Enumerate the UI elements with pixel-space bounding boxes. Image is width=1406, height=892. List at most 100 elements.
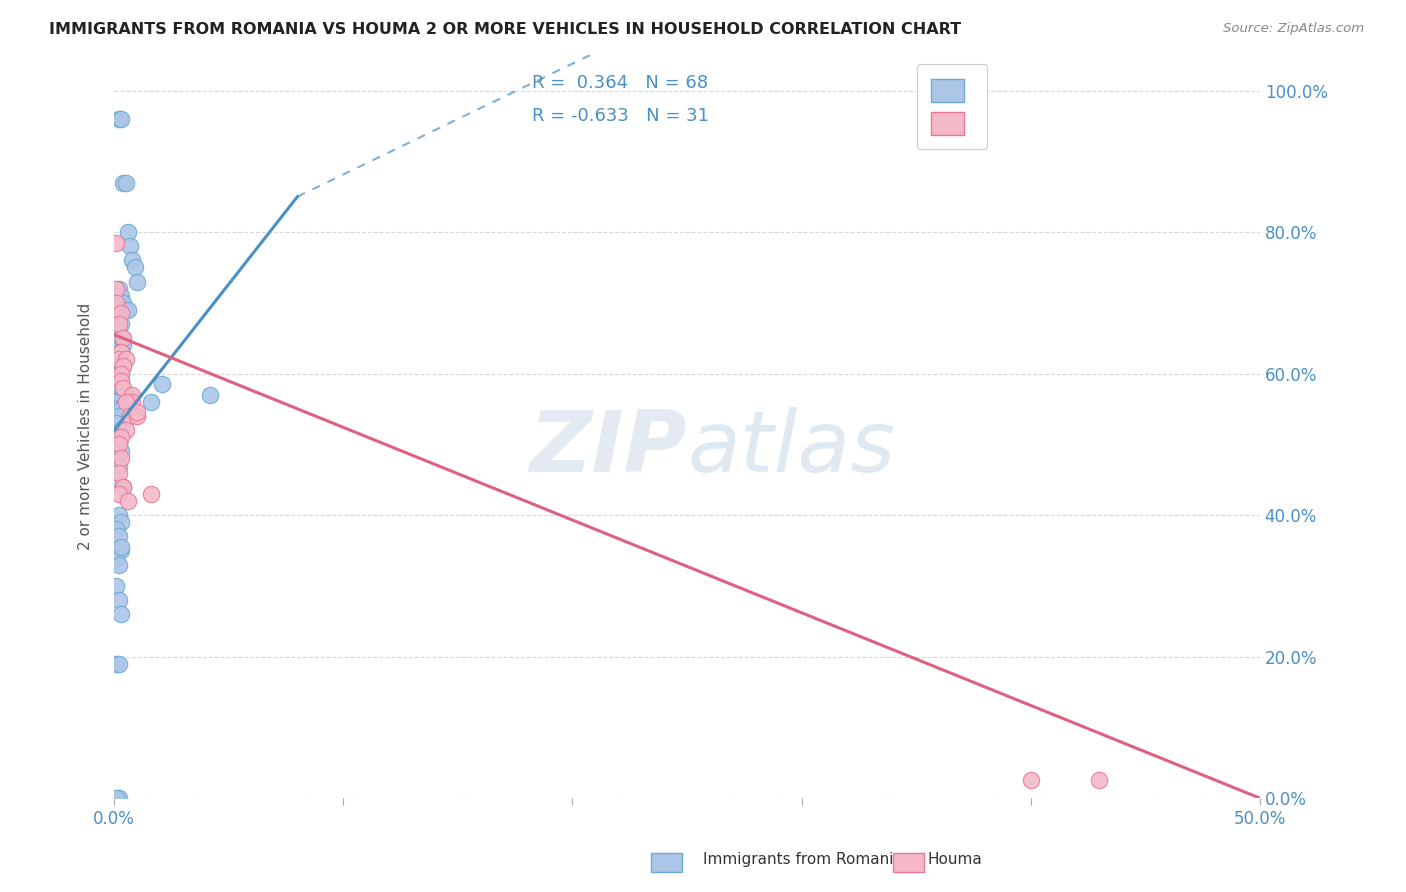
Point — [110, 331, 132, 345]
Point — [105, 522, 128, 536]
Point — [107, 317, 129, 331]
Point — [121, 253, 143, 268]
Point — [110, 374, 132, 388]
Point — [107, 345, 129, 359]
Point — [105, 401, 128, 416]
Text: R = -0.633   N = 31: R = -0.633 N = 31 — [533, 107, 709, 125]
Point — [110, 345, 132, 359]
Point — [125, 275, 148, 289]
Point — [114, 352, 136, 367]
Point — [105, 324, 128, 338]
Point — [107, 791, 129, 805]
Point — [105, 282, 128, 296]
Point — [120, 409, 142, 423]
Point — [112, 359, 135, 374]
Point — [107, 381, 129, 395]
Point — [107, 282, 129, 296]
Point — [110, 367, 132, 381]
Point — [110, 543, 132, 558]
Point — [112, 331, 135, 345]
Point — [114, 395, 136, 409]
Point — [110, 607, 132, 622]
Point — [105, 395, 128, 409]
Point — [112, 176, 135, 190]
Point — [114, 423, 136, 437]
Text: R =  0.364   N = 68: R = 0.364 N = 68 — [533, 74, 709, 93]
Point — [112, 388, 135, 402]
Point — [107, 458, 129, 473]
Point — [112, 409, 135, 423]
Point — [110, 367, 132, 381]
Legend: , : , — [917, 64, 987, 149]
Point — [107, 437, 129, 451]
Point — [107, 508, 129, 522]
Point — [110, 112, 132, 126]
Point — [110, 444, 132, 458]
Point — [105, 473, 128, 487]
Text: Source: ZipAtlas.com: Source: ZipAtlas.com — [1223, 22, 1364, 36]
Point — [107, 466, 129, 480]
Point — [107, 367, 129, 381]
Text: atlas: atlas — [688, 408, 896, 491]
Y-axis label: 2 or more Vehicles in Household: 2 or more Vehicles in Household — [79, 303, 93, 550]
Point — [107, 558, 129, 572]
Point — [105, 657, 128, 671]
Point — [105, 235, 128, 250]
Point — [121, 388, 143, 402]
Point — [125, 405, 148, 419]
Point — [107, 352, 129, 367]
Point — [105, 791, 128, 805]
Point — [107, 593, 129, 607]
Point — [107, 401, 129, 416]
Point — [105, 451, 128, 466]
Point — [112, 359, 135, 374]
Point — [110, 374, 132, 388]
Point — [139, 487, 162, 501]
Point — [112, 295, 135, 310]
Point — [110, 430, 132, 444]
Text: Houma: Houma — [928, 852, 983, 867]
Point — [110, 306, 132, 320]
Text: Immigrants from Romania: Immigrants from Romania — [703, 852, 903, 867]
Point — [107, 409, 129, 423]
Point — [105, 579, 128, 593]
Point — [120, 409, 142, 423]
Point — [110, 345, 132, 359]
Point — [105, 367, 128, 381]
Text: IMMIGRANTS FROM ROMANIA VS HOUMA 2 OR MORE VEHICLES IN HOUSEHOLD CORRELATION CHA: IMMIGRANTS FROM ROMANIA VS HOUMA 2 OR MO… — [49, 22, 962, 37]
Point — [110, 423, 132, 437]
Point — [1088, 773, 1111, 788]
Point — [112, 480, 135, 494]
Point — [117, 225, 139, 239]
Point — [110, 515, 132, 529]
Point — [110, 388, 132, 402]
Point — [125, 409, 148, 423]
Point — [105, 381, 128, 395]
Point — [117, 494, 139, 508]
Point — [110, 451, 132, 466]
Point — [1019, 773, 1042, 788]
Point — [114, 302, 136, 317]
Point — [105, 295, 128, 310]
Point — [107, 430, 129, 444]
Point — [105, 437, 128, 451]
Point — [107, 359, 129, 374]
Point — [150, 377, 173, 392]
Point — [105, 416, 128, 430]
Point — [139, 395, 162, 409]
Point — [107, 310, 129, 324]
Point — [124, 260, 146, 275]
Point — [114, 388, 136, 402]
Point — [107, 487, 129, 501]
Point — [107, 529, 129, 543]
Point — [110, 289, 132, 303]
Point — [110, 317, 132, 331]
Point — [121, 395, 143, 409]
Point — [107, 437, 129, 451]
Point — [110, 401, 132, 416]
Point — [112, 480, 135, 494]
Point — [105, 352, 128, 367]
Point — [120, 239, 142, 253]
Point — [105, 374, 128, 388]
Text: ZIP: ZIP — [530, 408, 688, 491]
